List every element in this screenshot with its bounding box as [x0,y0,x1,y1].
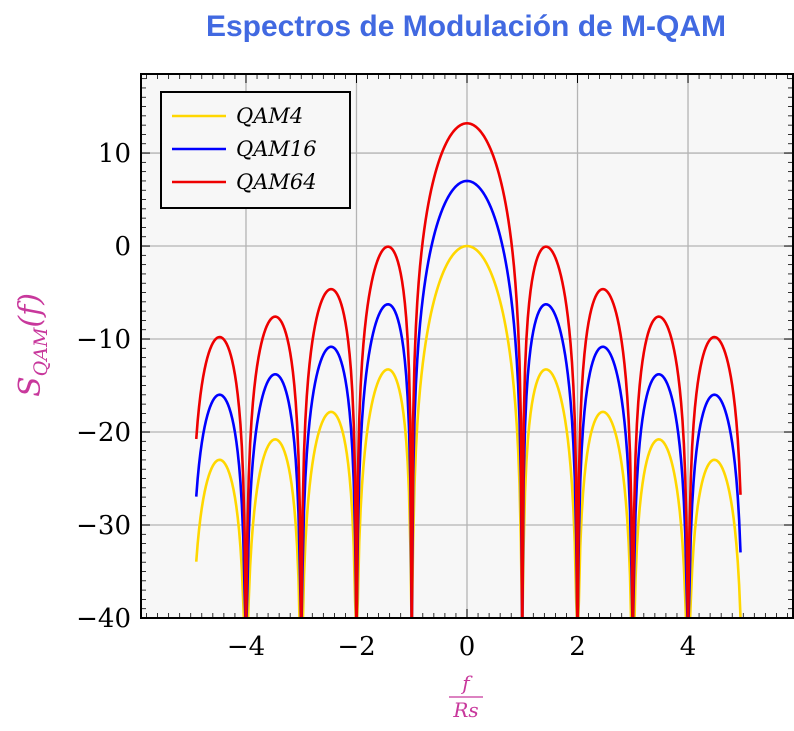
y-tick-label: −40 [76,604,131,634]
legend-label: QAM4 [236,104,303,128]
xlabel-denominator: Rs [452,698,478,722]
series-line-qam16 [194,179,742,618]
y-tick-label: −30 [76,511,131,541]
ylabel-sub: QAM [30,327,52,376]
y-tick-label: −20 [76,418,131,448]
legend-label: QAM16 [236,137,317,161]
y-tick-label: 10 [98,139,131,169]
series-line-qam64 [194,121,742,618]
y-tick-label: 0 [114,232,131,262]
y-axis-label: SQAM(f) [13,293,52,397]
ylabel-main: S [13,376,48,397]
series-lines [194,121,742,618]
ylabel-arg: (f) [13,293,48,328]
xlabel-numerator: f [460,671,473,695]
legend-label: QAM64 [236,170,317,194]
legend: QAM4 QAM16 QAM64 [160,91,351,209]
svg-text:SQAM(f): SQAM(f) [13,293,52,397]
chart-title: Espectros de Modulación de M-QAM [206,10,726,43]
series-line-qam4 [194,244,742,618]
x-tick-label: 2 [569,632,586,662]
y-tick-label: −10 [76,325,131,355]
plot-frame [140,73,794,619]
x-tick-label: 4 [680,632,697,662]
x-tick-label: −4 [227,632,265,662]
x-axis-label: f Rs [449,671,483,722]
x-tick-label: −2 [337,632,375,662]
x-tick-label: 0 [459,632,476,662]
